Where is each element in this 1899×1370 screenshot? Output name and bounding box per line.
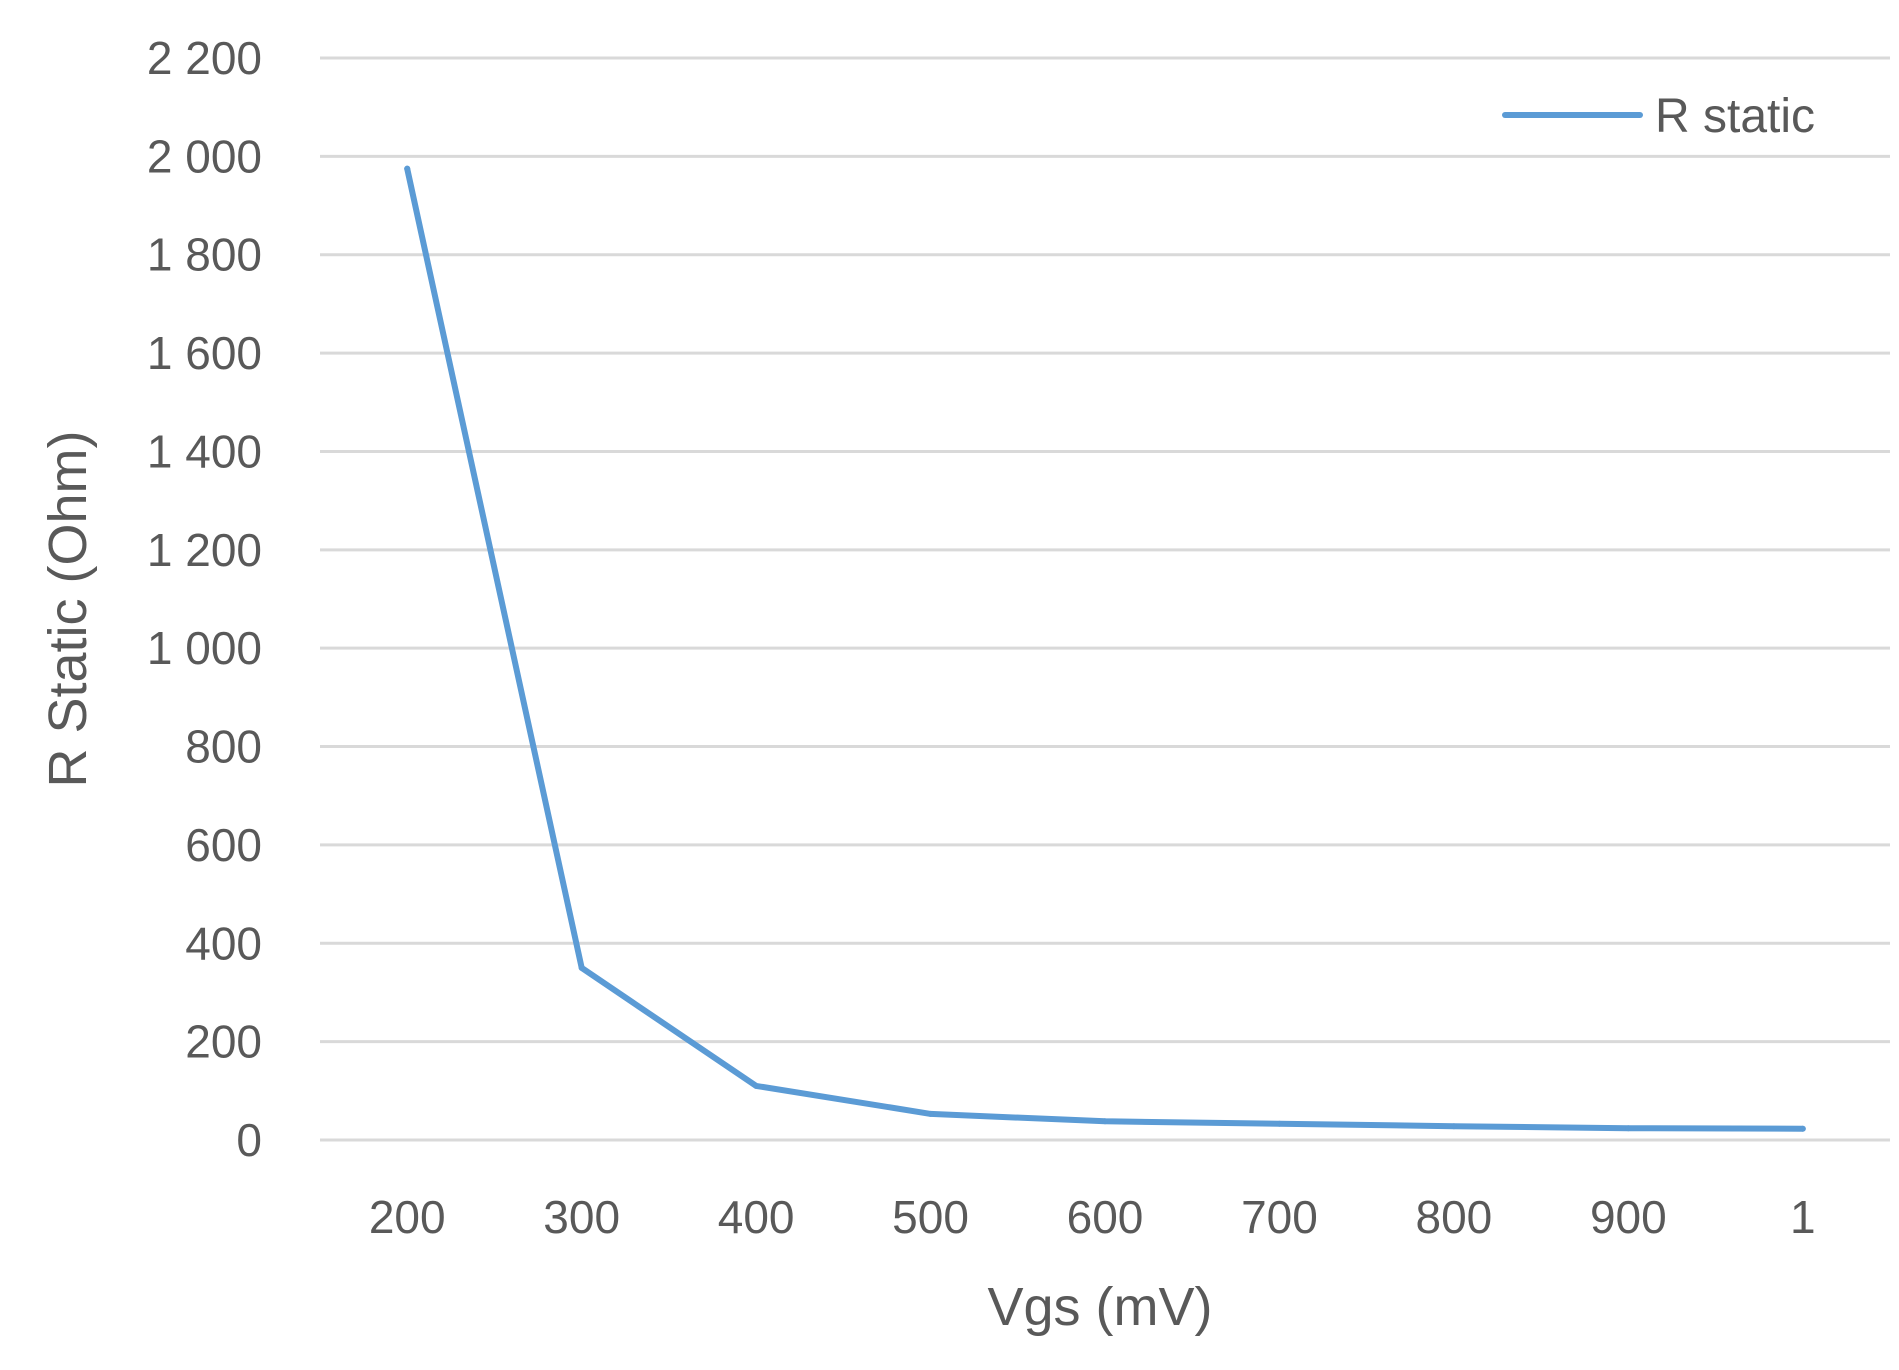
data-point bbox=[1276, 1120, 1283, 1127]
data-point bbox=[927, 1110, 934, 1117]
data-point bbox=[1625, 1125, 1632, 1132]
x-tick-label: 800 bbox=[1416, 1191, 1493, 1243]
x-tick-label: 600 bbox=[1067, 1191, 1144, 1243]
y-tick-label: 2 000 bbox=[147, 130, 262, 182]
y-tick-label: 2 200 bbox=[147, 32, 262, 84]
data-point bbox=[578, 964, 585, 971]
y-tick-label: 1 200 bbox=[147, 524, 262, 576]
y-axis-title: R Static (Ohm) bbox=[38, 430, 98, 787]
x-tick-label: 900 bbox=[1590, 1191, 1667, 1243]
x-axis-title: Vgs (mV) bbox=[987, 1277, 1212, 1337]
y-tick-label: 0 bbox=[236, 1114, 262, 1166]
gridlines bbox=[320, 56, 1890, 1142]
y-tick-label: 1 400 bbox=[147, 425, 262, 477]
y-tick-label: 200 bbox=[185, 1016, 262, 1068]
y-tick-label: 1 600 bbox=[147, 327, 262, 379]
data-point bbox=[1102, 1118, 1108, 1125]
y-tick-label: 600 bbox=[185, 819, 262, 871]
data-point bbox=[1799, 1125, 1806, 1132]
x-tick-label: 300 bbox=[543, 1191, 620, 1243]
legend-label-r-static: R static bbox=[1655, 90, 1815, 143]
data-point bbox=[404, 165, 411, 172]
x-tick-label: 500 bbox=[892, 1191, 969, 1243]
y-tick-label: 1 000 bbox=[147, 622, 262, 674]
data-point bbox=[1450, 1123, 1457, 1130]
y-tick-label: 800 bbox=[185, 721, 262, 773]
y-axis-ticks: 0 200 400 600 800 1 000 1 200 1 400 1 600 1 800 2 … bbox=[147, 32, 262, 1166]
x-axis-ticks: 200 300 400 500 600 700 800 900 1 bbox=[369, 1191, 1816, 1243]
x-tick-label: 200 bbox=[369, 1191, 446, 1243]
series-layer bbox=[404, 165, 1806, 1132]
legend: R static bbox=[1502, 90, 1815, 143]
x-tick-label: 700 bbox=[1241, 1191, 1318, 1243]
data-point bbox=[753, 1082, 760, 1089]
x-tick-label: 400 bbox=[718, 1191, 795, 1243]
x-tick-label: 1 bbox=[1790, 1191, 1816, 1243]
y-tick-label: 1 800 bbox=[147, 229, 262, 281]
y-tick-label: 400 bbox=[185, 917, 262, 969]
